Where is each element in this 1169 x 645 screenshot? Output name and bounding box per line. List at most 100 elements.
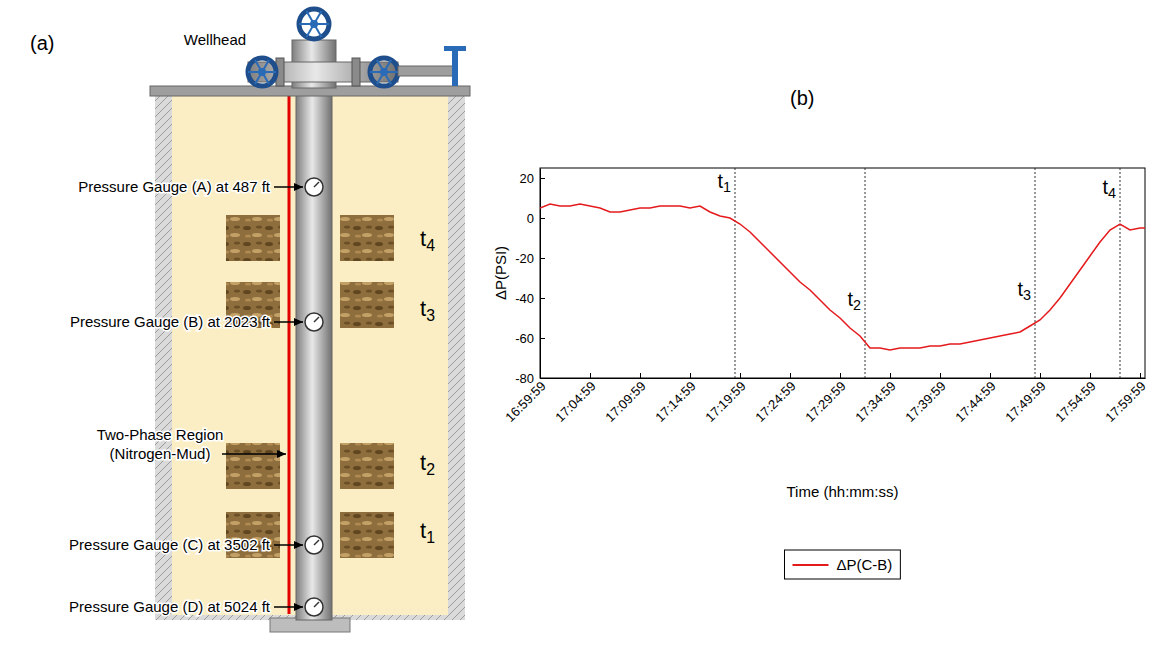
x-tick-label: 17:29:59 [802,378,848,424]
x-tick: 17:14:59 [652,373,698,425]
x-tick-label: 17:19:59 [702,378,748,424]
x-tick-label: 17:14:59 [652,378,698,424]
y-tick-mark [540,338,545,339]
perforation-zone [340,443,394,489]
well-diagram: (a)t4t3t2t1WellheadPressure Gauge (A) at… [30,9,470,632]
panel-label: (b) [790,87,814,109]
y-tick-label: 20 [520,171,534,186]
y-tick: -80 [515,371,545,386]
region-arrow [222,453,286,455]
y-tick: 0 [527,211,545,226]
gauge-needle [314,317,319,322]
x-tick-mark [890,373,891,378]
valve-hub [310,20,318,28]
y-axis: 20 0 -20 -40 -60 -80 [515,169,545,386]
figure: (a) t4 t3 t2 t1 Wellhead Pressure Gauge (A) at… [0,0,1169,645]
x-tick: 17:49:59 [1002,373,1048,425]
event-label: t4 [1102,176,1116,201]
zone-label: t3 [420,296,435,324]
x-tick-mark [790,373,791,378]
gauge-label: Pressure Gauge (A) at 487 ft [78,178,271,195]
x-tick-label: 17:04:59 [552,378,598,424]
region-label-line: Two-Phase Region [97,426,224,443]
valve-hub [258,68,266,76]
x-tick: 17:04:59 [552,373,598,425]
line-chart: (b)16:59:5917:04:5917:09:5917:14:5917:19… [492,87,1149,579]
valve-hub [380,68,388,76]
valve-lever [452,46,458,86]
perforation-zone [340,512,394,558]
y-tick: -20 [515,251,545,266]
wellhead-cross [248,62,398,82]
wellhead-flange [352,58,360,86]
x-tick-mark [1040,373,1041,378]
valve-wheel [248,58,276,86]
legend-swatch [793,564,829,566]
panel-label: (a) [30,32,54,54]
gauge-arrow [274,606,303,608]
x-tick: 17:29:59 [802,373,848,425]
x-tick: 17:24:59 [752,373,798,425]
x-tick-mark [1090,373,1091,378]
event-label: t2 [847,288,861,313]
valve-lever [444,46,466,51]
wellhead-label: Wellhead [184,31,246,48]
x-tick-mark [690,373,691,378]
legend-label: ΔP(C-B) [837,556,893,573]
valve-spoke [307,11,322,37]
x-axis-title: Time (hh:mm:ss) [787,483,899,500]
y-tick-label: 0 [527,211,534,226]
plot-marks [540,168,1145,378]
pressure-gauge [305,178,323,196]
x-tick-mark [1140,373,1141,378]
x-tick-label: 17:59:59 [1102,378,1148,424]
pressure-gauge [305,313,323,331]
y-tick-mark [540,218,545,219]
y-tick: 20 [520,171,545,186]
zone-label: t1 [420,518,435,546]
y-axis-title: ΔP(PSI) [492,246,509,300]
pressure-gauge [305,536,323,554]
region-label-line: (Nitrogen-Mud) [110,445,211,462]
x-tick-label: 17:44:59 [952,378,998,424]
valve-spoke [255,60,269,84]
gauge-label: Pressure Gauge (B) at 2023 ft [70,313,271,330]
x-tick-mark [990,373,991,378]
y-tick: -60 [515,331,545,346]
y-tick-label: -80 [515,371,534,386]
x-tick-label: 17:24:59 [752,378,798,424]
y-tick-label: -20 [515,251,534,266]
y-axis-line [540,169,541,379]
region-label: Two-Phase Region (Nitrogen-Mud) [97,426,224,462]
gauge-needle [314,540,319,545]
y-tick-label: -40 [515,291,534,306]
valve-stem [398,66,454,76]
valve-spoke [377,60,391,84]
event-line [865,168,866,378]
event-label: t1 [717,170,731,195]
event-line [1035,168,1036,378]
event-label: t3 [1017,278,1031,303]
x-tick-mark [640,373,641,378]
perforation-zone [226,443,280,489]
x-tick: 17:34:59 [852,373,898,425]
x-tick-mark [940,373,941,378]
y-tick-mark [540,258,545,259]
legend-box [785,550,901,579]
series-line [540,204,1145,350]
x-tick: 17:54:59 [1052,373,1098,425]
x-tick: 17:19:59 [702,373,748,425]
x-axis-line [541,378,1146,379]
zone-label: t4 [420,226,435,254]
gauge-needle [314,182,319,187]
x-tick: 17:09:59 [602,373,648,425]
legend: ΔP(C-B) [785,550,901,579]
y-tick-label: -60 [515,331,534,346]
gauge-needle [314,602,319,607]
y-tick-mark [540,378,545,379]
valve-wheel [370,58,398,86]
x-tick-mark [840,373,841,378]
gauge-arrow [274,186,303,188]
fiber-line [288,96,291,614]
x-tick: 17:59:59 [1102,373,1148,425]
